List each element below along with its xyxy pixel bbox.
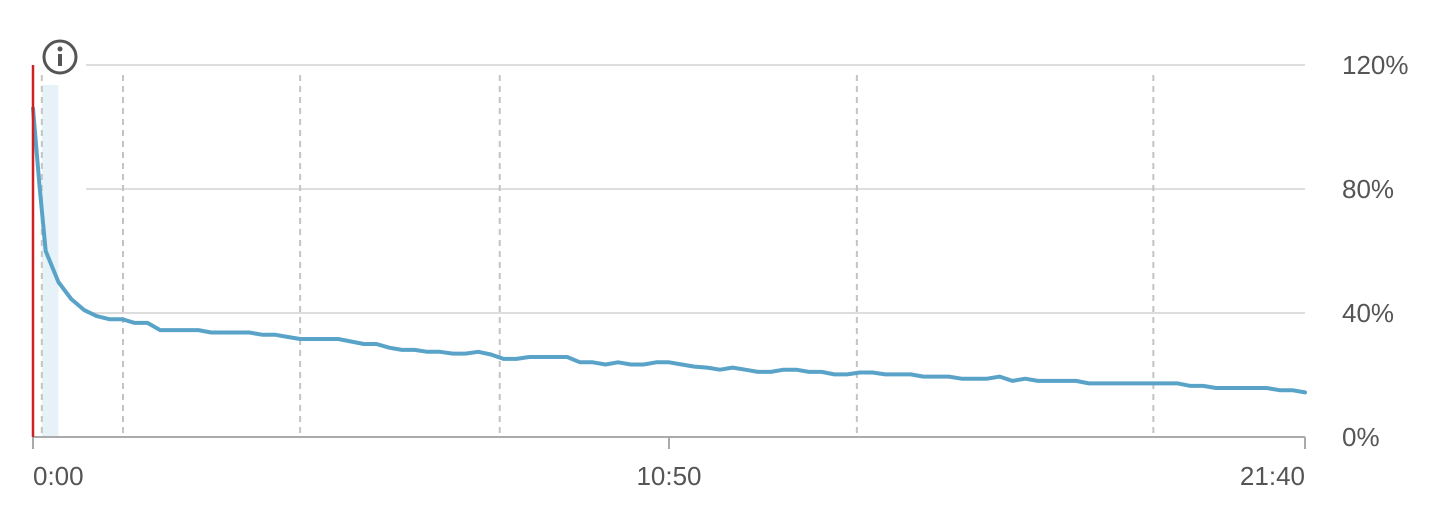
series-layer xyxy=(31,106,1307,395)
info-circle-icon[interactable] xyxy=(42,39,78,75)
series-line xyxy=(31,106,1307,395)
y-tick-label: 120% xyxy=(1342,50,1409,80)
axis-layer xyxy=(32,436,1306,449)
x-tick-label: 10:50 xyxy=(636,461,701,491)
y-tick-label: 40% xyxy=(1342,298,1394,328)
y-tick-label: 0% xyxy=(1342,422,1380,452)
y-tick-label: 80% xyxy=(1342,174,1394,204)
tick-label-layer: 0% 40% 80% 120% 0:00 10:50 21:40 xyxy=(33,50,1409,491)
x-tick-label: 0:00 xyxy=(33,461,84,491)
dashed-marker-layer xyxy=(40,75,1155,437)
grid-layer xyxy=(86,64,1305,314)
x-tick-label: 21:40 xyxy=(1240,461,1305,491)
